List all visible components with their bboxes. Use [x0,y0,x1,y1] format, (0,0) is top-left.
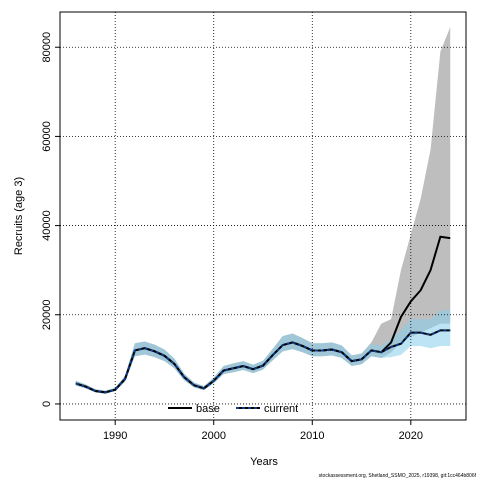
y-tick-label: 40000 [41,210,53,241]
legend-label: base [196,403,220,415]
x-tick-label: 1990 [103,430,127,442]
y-tick-label: 60000 [41,121,53,152]
legend-label: current [264,403,298,415]
x-tick-label: 2020 [399,430,423,442]
y-axis-label: Recruits (age 3) [13,177,25,255]
footer: stockassessment.org, Shetland_SSMO_2025,… [319,473,477,479]
line-under [75,329,451,394]
y-tick-label: 0 [41,401,53,407]
y-tick-label: 20000 [41,299,53,330]
plot-frame [59,11,467,421]
x-tick-label: 2010 [300,430,324,442]
x-tick-label: 2000 [201,430,225,442]
y-tick-label: 80000 [41,32,53,63]
x-axis-label: Years [250,456,278,468]
